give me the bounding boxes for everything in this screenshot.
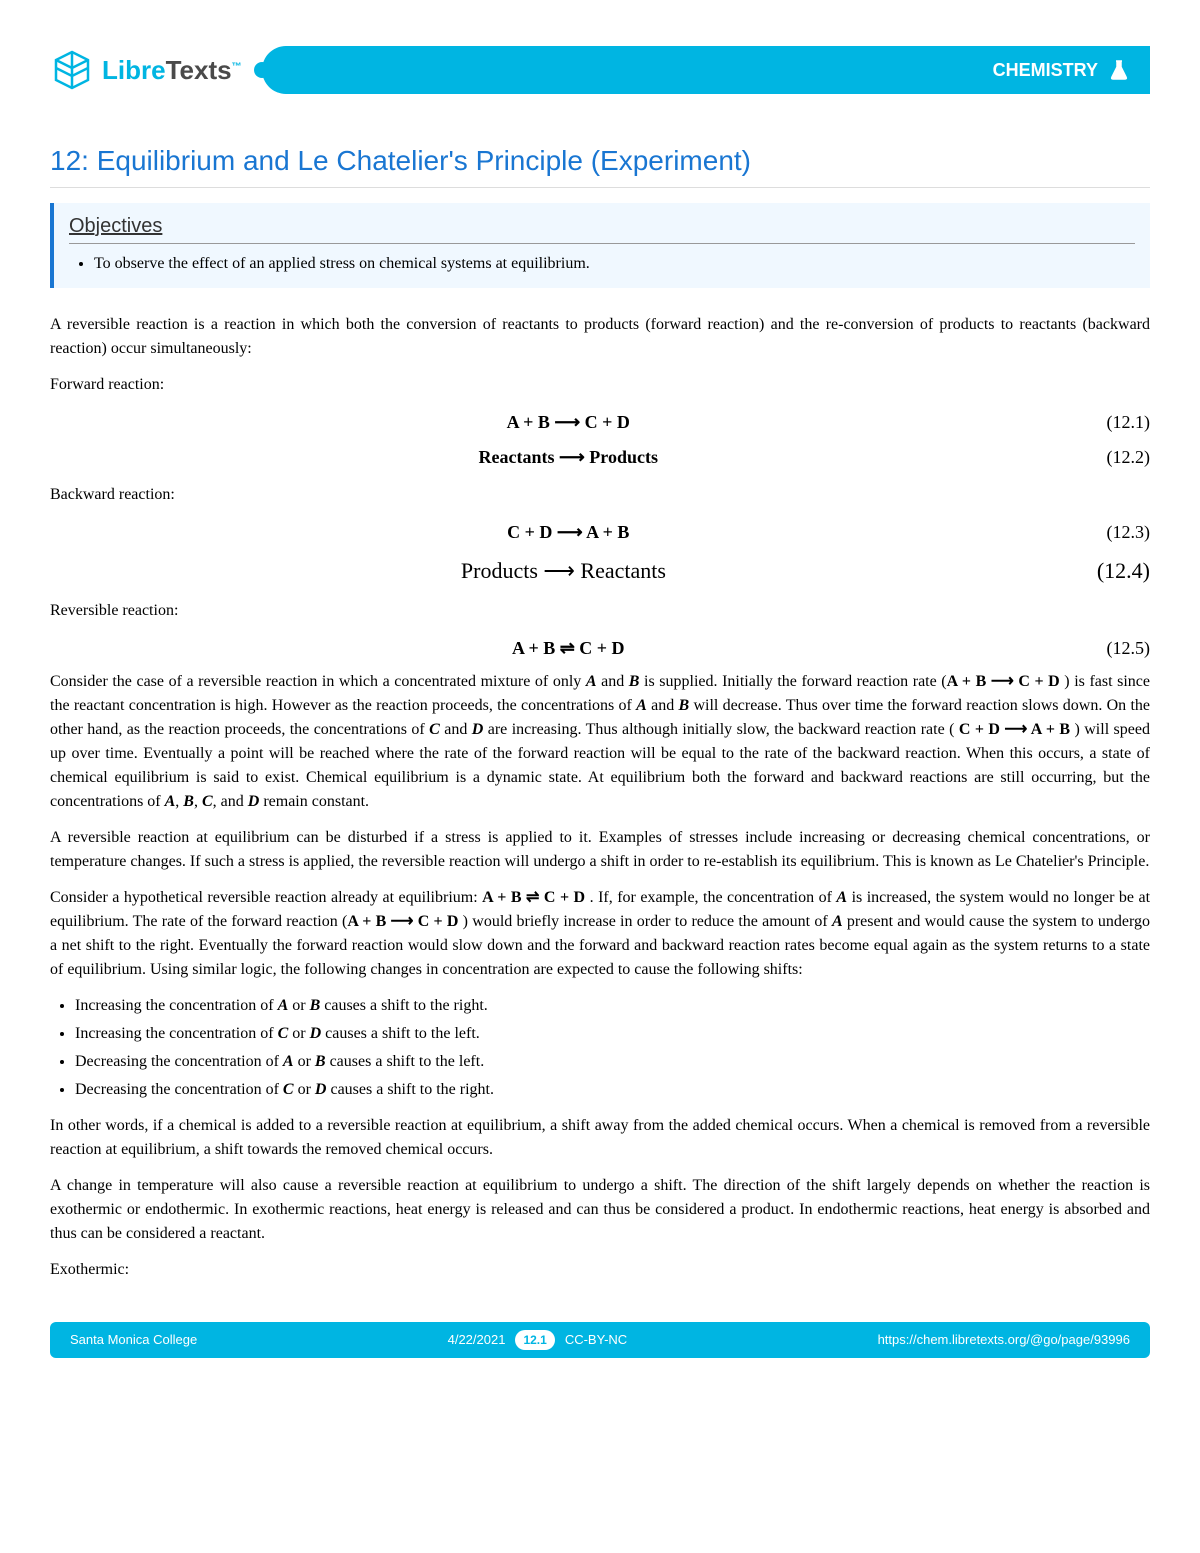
page-footer: Santa Monica College 4/22/2021 12.1 CC-B…: [50, 1322, 1150, 1358]
footer-date: 4/22/2021: [448, 1330, 506, 1350]
logo-text: LibreTexts™: [102, 51, 242, 90]
shift-list: Increasing the concentration of A or B c…: [75, 994, 1150, 1102]
subject-label: CHEMISTRY: [993, 57, 1098, 84]
backward-label: Backward reaction:: [50, 483, 1150, 507]
exothermic-label: Exothermic:: [50, 1258, 1150, 1282]
page-header: LibreTexts™ CHEMISTRY: [50, 40, 1150, 100]
libretexts-logo-icon: [50, 48, 94, 92]
objectives-item: To observe the effect of an applied stre…: [94, 252, 1135, 276]
objectives-box: Objectives To observe the effect of an a…: [50, 203, 1150, 288]
footer-url[interactable]: https://chem.libretexts.org/@go/page/939…: [878, 1330, 1130, 1350]
equation-12-1: A + B ⟶ C + D (12.1): [50, 409, 1150, 436]
logo: LibreTexts™: [50, 48, 242, 92]
page-title: 12: Equilibrium and Le Chatelier's Princ…: [50, 140, 1150, 188]
shift-item: Decreasing the concentration of A or B c…: [75, 1050, 1150, 1074]
footer-license: CC-BY-NC: [565, 1330, 627, 1350]
objectives-heading: Objectives: [69, 211, 1135, 244]
equation-12-3: C + D ⟶ A + B (12.3): [50, 519, 1150, 546]
forward-label: Forward reaction:: [50, 373, 1150, 397]
flask-icon: [1108, 59, 1130, 81]
shift-item: Increasing the concentration of C or D c…: [75, 1022, 1150, 1046]
footer-institution: Santa Monica College: [70, 1330, 197, 1350]
footer-center: 4/22/2021 12.1 CC-BY-NC: [448, 1330, 628, 1350]
shift-item: Decreasing the concentration of C or D c…: [75, 1078, 1150, 1102]
equation-12-5: A + B ⇌ C + D (12.5): [50, 635, 1150, 662]
body-paragraph-3: A reversible reaction at equilibrium can…: [50, 826, 1150, 874]
objectives-list: To observe the effect of an applied stre…: [94, 252, 1135, 276]
reversible-label: Reversible reaction:: [50, 599, 1150, 623]
equation-12-4: Products ⟶ Reactants (12.4): [50, 554, 1150, 587]
equation-12-2: Reactants ⟶ Products (12.2): [50, 444, 1150, 471]
body-paragraph-6: A change in temperature will also cause …: [50, 1174, 1150, 1246]
body-paragraph-2: Consider the case of a reversible reacti…: [50, 670, 1150, 814]
subject-bar: CHEMISTRY: [262, 46, 1150, 94]
body-paragraph-5: In other words, if a chemical is added t…: [50, 1114, 1150, 1162]
intro-paragraph: A reversible reaction is a reaction in w…: [50, 313, 1150, 361]
shift-item: Increasing the concentration of A or B c…: [75, 994, 1150, 1018]
footer-page-badge: 12.1: [515, 1330, 554, 1350]
body-paragraph-4: Consider a hypothetical reversible react…: [50, 886, 1150, 982]
